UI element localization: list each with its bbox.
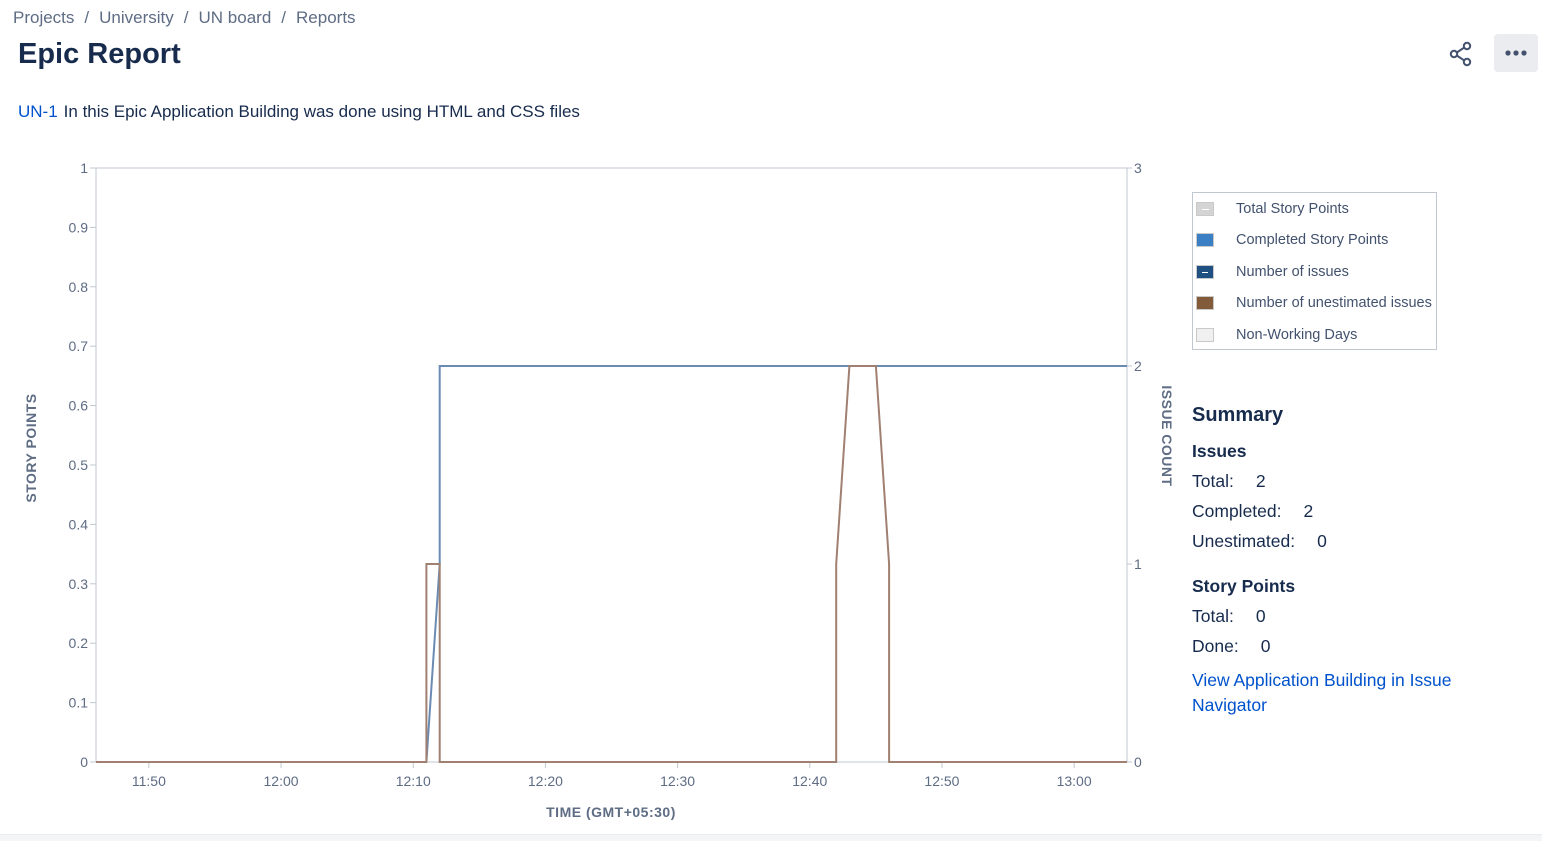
legend-swatch-number-of-unestimated-issues — [1196, 296, 1214, 310]
breadcrumb-separator: / — [281, 8, 287, 27]
right-axis-tick-label: 3 — [1134, 160, 1142, 176]
legend-label: Non-Working Days — [1236, 327, 1358, 343]
legend-label: Completed Story Points — [1236, 232, 1389, 248]
summary-value: 2 — [1303, 501, 1314, 521]
issues-heading: Issues — [1192, 441, 1247, 461]
breadcrumb-projects[interactable]: Projects — [13, 8, 75, 27]
right-axis-title: ISSUE COUNT — [1159, 385, 1175, 486]
right-axis-tick-label: 0 — [1134, 754, 1142, 770]
series-line-number-of-issues — [425, 365, 1127, 763]
left-axis-tick-label: 0.2 — [69, 635, 89, 651]
summary-label: Unestimated: — [1192, 531, 1296, 551]
chart-legend: Total Story Points Completed Story Point… — [1192, 192, 1437, 350]
x-axis-tick-label: 12:50 — [924, 773, 959, 789]
right-axis-tick-label: 2 — [1134, 358, 1142, 374]
legend-swatch-total-story-points — [1196, 202, 1214, 216]
x-axis-tick-label: 12:20 — [528, 773, 563, 789]
share-button[interactable] — [1440, 35, 1482, 73]
breadcrumb-un-board[interactable]: UN board — [198, 8, 272, 27]
legend-item-number-of-issues[interactable]: Number of issues — [1193, 260, 1349, 284]
left-axis-tick-label: 0.6 — [69, 398, 89, 414]
summary-title: Summary — [1192, 404, 1284, 426]
series-line-number-of-unestimated-issues — [96, 365, 1127, 763]
x-axis-tick-label: 12:30 — [660, 773, 695, 789]
issues-unestimated-row: Unestimated: 0 — [1192, 531, 1327, 552]
more-icon — [1505, 50, 1527, 56]
summary-label: Total: — [1192, 606, 1234, 626]
share-icon — [1449, 41, 1472, 67]
summary-label: Done: — [1192, 636, 1239, 656]
left-axis-tick-label: 0.1 — [69, 695, 89, 711]
plot-frame — [95, 167, 1128, 763]
epic-description-line: UN-1 In this Epic Application Building wa… — [18, 102, 580, 122]
story-points-done-row: Done: 0 — [1192, 636, 1270, 657]
summary-label: Completed: — [1192, 501, 1282, 521]
legend-item-completed-story-points[interactable]: Completed Story Points — [1193, 228, 1388, 252]
left-axis-tick-label: 0.7 — [69, 338, 89, 354]
x-axis-tick-label: 12:10 — [396, 773, 431, 789]
story-points-total-row: Total: 0 — [1192, 606, 1266, 627]
left-axis-title: STORY POINTS — [23, 393, 39, 502]
left-axis-tick-label: 0 — [80, 754, 88, 770]
legend-swatch-non-working-days — [1196, 328, 1214, 342]
left-axis-tick-label: 0.3 — [69, 576, 89, 592]
summary-value: 0 — [1255, 606, 1266, 626]
legend-swatch-number-of-issues — [1196, 265, 1214, 279]
legend-swatch-completed-story-points — [1196, 233, 1214, 247]
x-axis-tick-label: 11:50 — [132, 773, 166, 789]
x-axis-title: TIME (GMT+05:30) — [546, 804, 676, 820]
x-axis-tick-label: 12:00 — [264, 773, 299, 789]
left-axis-tick-label: 0.8 — [69, 279, 89, 295]
x-axis-tick-label: 13:00 — [1057, 773, 1092, 789]
x-axis-tick-label: 12:40 — [792, 773, 827, 789]
summary-label: Total: — [1192, 471, 1234, 491]
legend-label: Total Story Points — [1236, 201, 1349, 217]
right-axis-tick-label: 1 — [1134, 556, 1142, 572]
issues-total-row: Total: 2 — [1192, 471, 1266, 492]
left-axis-tick-label: 0.9 — [69, 219, 89, 235]
legend-label: Number of unestimated issues — [1236, 295, 1432, 311]
legend-item-total-story-points[interactable]: Total Story Points — [1193, 197, 1349, 221]
left-axis-tick-label: 1 — [80, 160, 88, 176]
left-axis-tick-label: 0.4 — [69, 516, 89, 532]
legend-item-number-of-unestimated-issues[interactable]: Number of unestimated issues — [1193, 291, 1432, 315]
breadcrumb-separator: / — [84, 8, 90, 27]
issues-completed-row: Completed: 2 — [1192, 501, 1313, 522]
more-actions-button[interactable] — [1494, 34, 1538, 72]
breadcrumb: Projects / University / UN board / Reports — [13, 8, 356, 28]
page-title: Epic Report — [18, 38, 181, 70]
summary-value: 0 — [1260, 636, 1271, 656]
summary-value: 2 — [1255, 471, 1266, 491]
summary-value: 0 — [1317, 531, 1327, 551]
epic-key-link[interactable]: UN-1 — [18, 102, 58, 121]
epic-report-chart: 0 0.1 0.2 0.3 0.4 0.5 0.6 0.7 0.8 0.9 1 0 1 2 3 11:50 12… — [23, 160, 1175, 820]
story-points-heading: Story Points — [1192, 576, 1296, 596]
epic-description: In this Epic Application Building was do… — [63, 102, 580, 121]
legend-item-non-working-days[interactable]: Non-Working Days — [1193, 323, 1357, 347]
breadcrumb-separator: / — [183, 8, 189, 27]
issue-navigator-link[interactable]: View Application Building in Issue Navig… — [1192, 670, 1452, 715]
left-axis-tick-label: 0.5 — [69, 457, 89, 473]
breadcrumb-reports[interactable]: Reports — [296, 8, 356, 27]
breadcrumb-university[interactable]: University — [99, 8, 174, 27]
legend-label: Number of issues — [1236, 264, 1349, 280]
bottom-scroll-bar — [0, 834, 1542, 841]
